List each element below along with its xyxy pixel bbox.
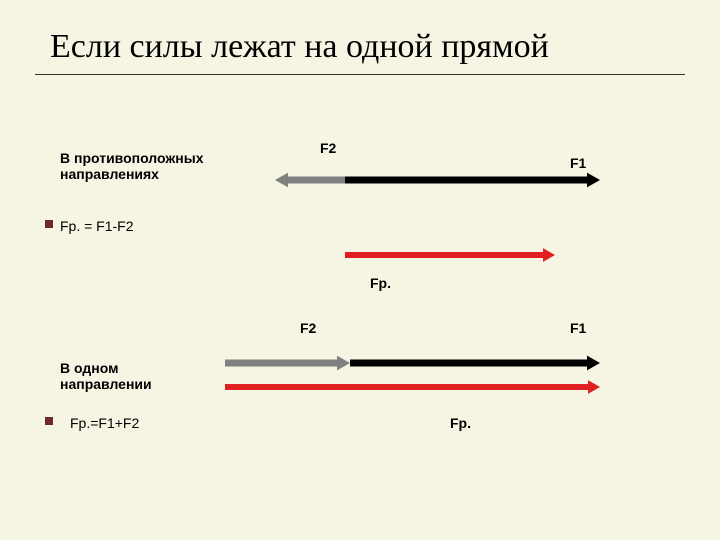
label-f2: F2 bbox=[320, 140, 336, 156]
bullet-icon bbox=[45, 417, 53, 425]
opposite-formula: Fр. = F1-F2 bbox=[60, 218, 134, 234]
diagram-svg bbox=[0, 0, 720, 540]
label-fp-b: Fр. bbox=[450, 415, 471, 431]
label-f2-b: F2 bbox=[300, 320, 316, 336]
same-formula: Fр.=F1+F2 bbox=[70, 415, 139, 431]
label-f1: F1 bbox=[570, 155, 586, 171]
label-f1-b: F1 bbox=[570, 320, 586, 336]
same-caption: В одномнаправлении bbox=[60, 360, 152, 392]
opposite-caption: В противоположныхнаправлениях bbox=[60, 150, 204, 182]
label-fp: Fр. bbox=[370, 275, 391, 291]
bullet-icon bbox=[45, 220, 53, 228]
